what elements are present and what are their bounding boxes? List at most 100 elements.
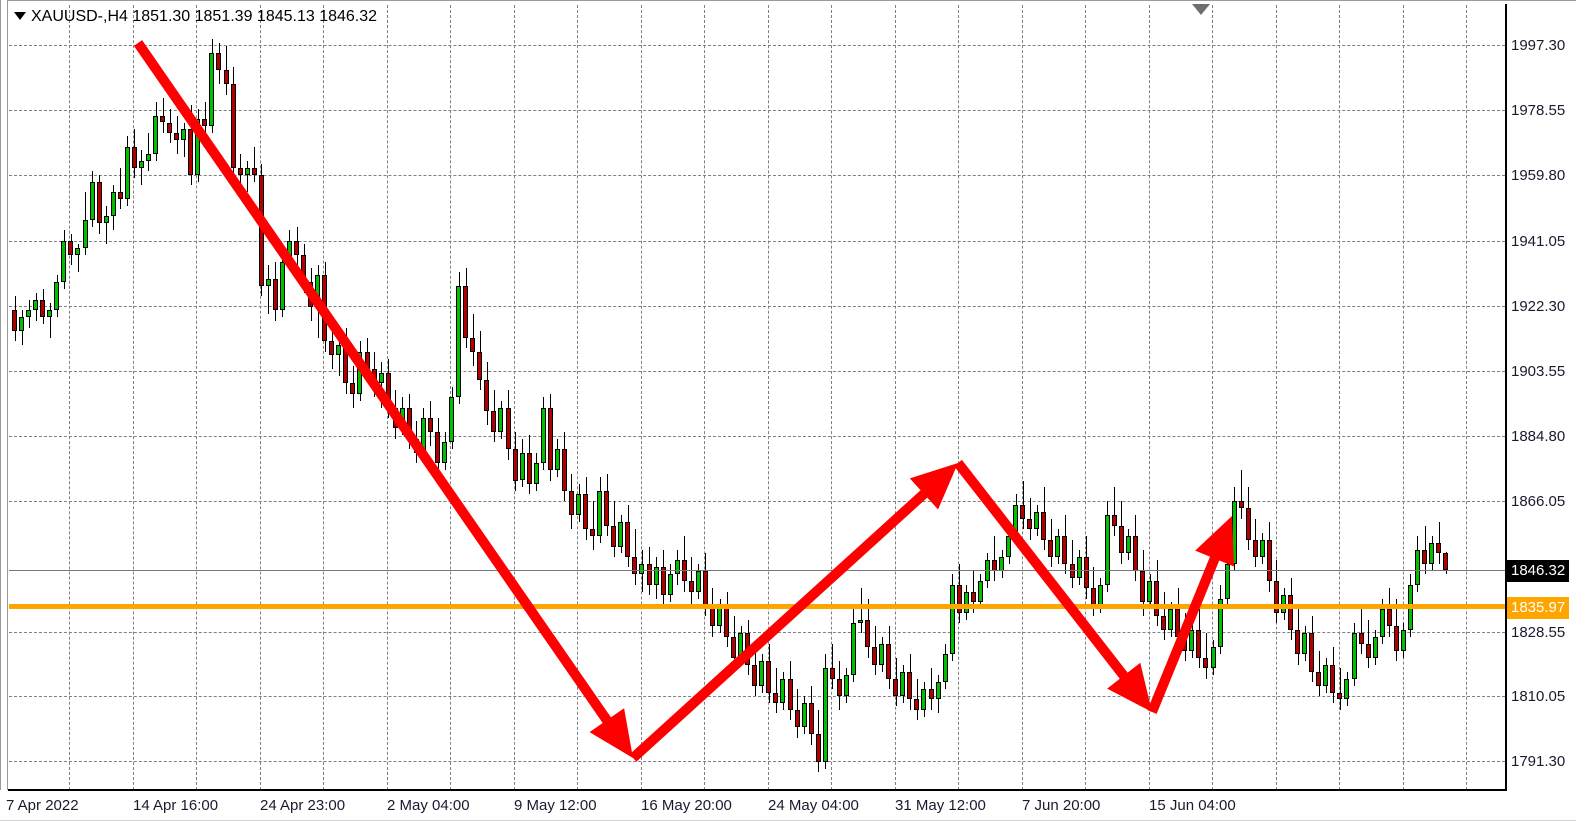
candle-body-bullish xyxy=(1013,504,1018,537)
price-scale-axis[interactable]: 1997.30 1978.55 1959.80 1941.05 1922.30 1903.… xyxy=(1507,0,1576,825)
candle-body-bearish xyxy=(365,351,370,370)
level-price-tag[interactable]: 1835.97 xyxy=(1507,596,1570,619)
candle-body-bearish xyxy=(1133,536,1138,571)
candle-body-bullish xyxy=(738,633,743,658)
candle-body-bearish xyxy=(167,122,172,133)
gridline-h xyxy=(9,436,1505,437)
window-bottom-edge xyxy=(0,820,1576,825)
candle-body-bullish xyxy=(442,442,447,464)
candle-body-bullish xyxy=(33,299,38,311)
candle-body-bullish xyxy=(555,449,560,471)
window-left-scrollbar[interactable] xyxy=(0,0,8,790)
candle-body-bullish xyxy=(181,129,186,140)
candle-body-bearish xyxy=(322,275,327,342)
horizontal-level-line[interactable] xyxy=(9,604,1505,609)
candle-body-bearish xyxy=(301,254,306,283)
candle-body-bullish xyxy=(943,654,948,683)
candle-body-bullish xyxy=(675,560,680,575)
price-scale-separator xyxy=(1505,4,1507,791)
candle-wick xyxy=(247,160,248,193)
candle-body-bearish xyxy=(238,167,243,175)
candle-body-bullish xyxy=(1323,664,1328,686)
time-tick-label: 9 May 12:00 xyxy=(514,797,597,814)
candle-body-bullish xyxy=(195,119,200,175)
gridline-v xyxy=(767,5,769,790)
candle-body-bearish xyxy=(513,449,518,481)
candle-body-bearish xyxy=(1084,556,1089,589)
gridline-v xyxy=(259,5,261,790)
gridline-v xyxy=(323,5,324,790)
candle-body-bullish xyxy=(1168,609,1173,630)
candle-body-bullish xyxy=(823,668,828,763)
candle-body-bearish xyxy=(1267,539,1272,582)
candle-wick xyxy=(1439,522,1440,564)
candle-body-bullish xyxy=(357,351,362,394)
price-tick-label: 1828.55 xyxy=(1511,623,1566,641)
candle-body-bearish xyxy=(907,671,912,700)
candle-body-bullish xyxy=(1098,584,1103,606)
candle-body-bullish xyxy=(209,52,214,126)
candle-body-bullish xyxy=(1232,501,1237,564)
candle-body-bearish xyxy=(604,490,609,526)
candle-body-bearish xyxy=(527,452,532,484)
candle-wick xyxy=(50,303,51,338)
candle-wick xyxy=(148,132,149,172)
candle-body-bearish xyxy=(294,240,299,255)
candle-body-bearish xyxy=(1337,692,1342,700)
candle-body-bearish xyxy=(1387,609,1392,627)
uptrend-arrow-1-shaft xyxy=(629,484,934,762)
gridline-v xyxy=(1402,5,1404,790)
candle-body-bullish xyxy=(498,407,503,432)
gridline-h xyxy=(9,761,1505,762)
candle-body-bearish xyxy=(830,668,835,679)
candle-body-bullish xyxy=(541,407,546,464)
candle-body-bullish xyxy=(1415,550,1420,585)
candle-body-bearish xyxy=(386,372,391,408)
candle-body-bearish xyxy=(795,709,800,728)
candle-body-bullish xyxy=(421,417,426,453)
gridline-h xyxy=(9,306,1505,307)
candle-body-bearish xyxy=(202,119,207,126)
triangle-down-marker-icon xyxy=(1192,4,1210,15)
candle-wick xyxy=(593,501,594,551)
candle-body-bearish xyxy=(625,522,630,557)
candle-body-bearish xyxy=(329,341,334,356)
candle-body-bearish xyxy=(632,556,637,575)
candle-body-bearish xyxy=(1316,671,1321,686)
candle-body-bearish xyxy=(745,633,750,665)
candle-body-bullish xyxy=(978,581,983,603)
time-scale-axis[interactable]: 7 Apr 2022 14 Apr 16:00 24 Apr 23:00 2 May … xyxy=(0,792,1506,825)
candle-wick xyxy=(381,362,382,408)
candle-body-bullish xyxy=(1401,629,1406,651)
time-tick-label: 24 May 04:00 xyxy=(768,797,859,814)
candle-body-bearish xyxy=(477,351,482,380)
candle-body-bearish xyxy=(463,285,468,338)
candle-body-bearish xyxy=(872,647,877,665)
price-tick-label: 1941.05 xyxy=(1511,232,1566,250)
candle-body-bullish xyxy=(597,490,602,537)
candle-body-bearish xyxy=(865,619,870,648)
candle-body-bullish xyxy=(879,643,884,665)
candle-body-bearish xyxy=(393,407,398,429)
candle-body-bearish xyxy=(97,181,102,224)
candle-wick xyxy=(120,167,121,210)
candle-body-bullish xyxy=(900,671,905,696)
candle-body-bearish xyxy=(1119,525,1124,554)
candle-body-bearish xyxy=(1239,501,1244,509)
candle-body-bearish xyxy=(252,167,257,175)
candle-body-bullish xyxy=(759,661,764,686)
gridline-v xyxy=(1021,5,1023,790)
candle-body-bullish xyxy=(780,678,785,703)
candle-body-bullish xyxy=(336,344,341,356)
candle-wick xyxy=(776,668,777,714)
candle-wick xyxy=(1241,470,1242,519)
candle-body-bearish xyxy=(590,529,595,537)
candle-wick xyxy=(141,150,142,186)
chart-plot-area[interactable] xyxy=(9,5,1505,790)
candle-body-bearish xyxy=(1422,550,1427,564)
triangle-down-icon[interactable] xyxy=(14,11,26,20)
candle-body-bearish xyxy=(647,563,652,585)
candle-wick xyxy=(106,205,107,245)
candle-body-bearish xyxy=(548,407,553,471)
candle-body-bullish xyxy=(266,278,271,286)
